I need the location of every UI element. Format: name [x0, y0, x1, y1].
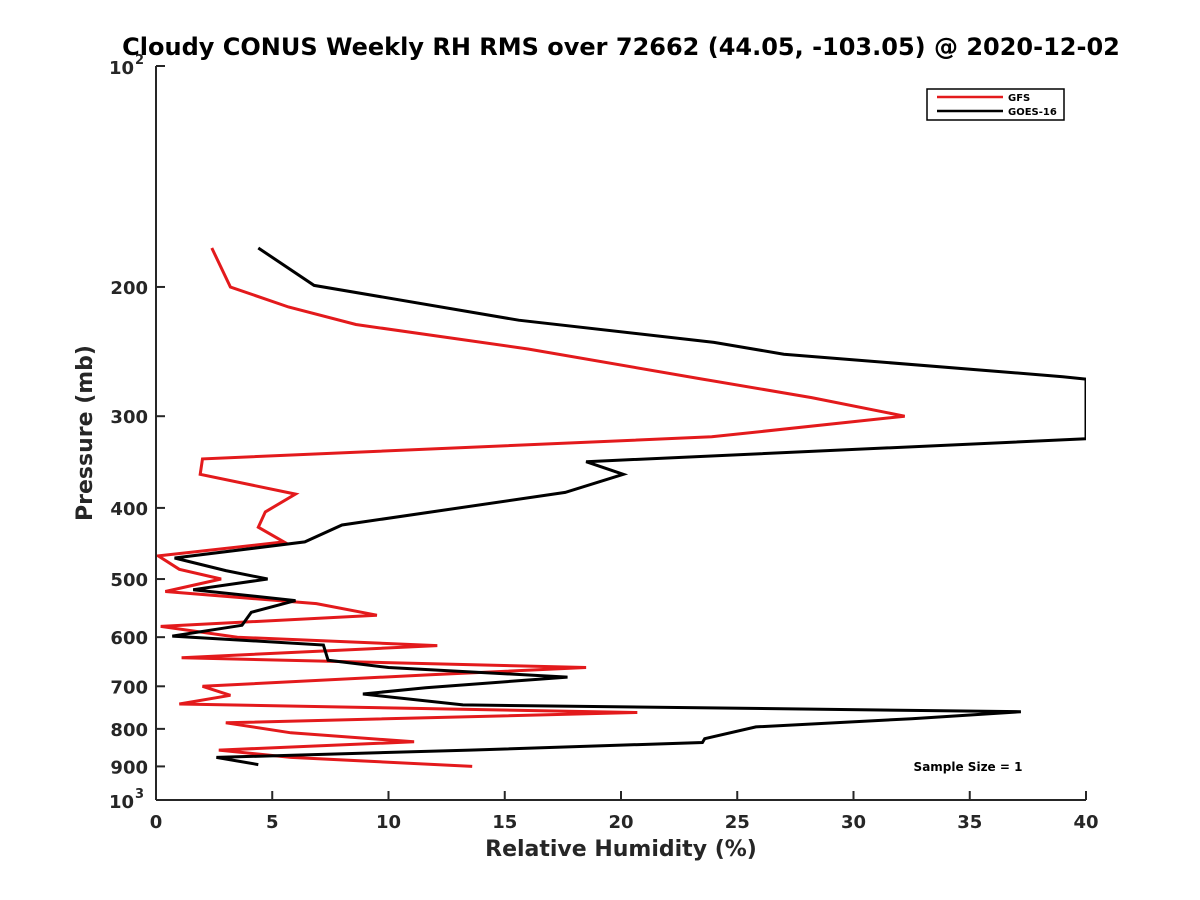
series-layer	[156, 246, 1086, 768]
x-tick-label: 0	[150, 812, 163, 833]
x-ticks: 0 5 10 15 20 25 30 35 40	[150, 791, 1099, 833]
y-tick-label: 800	[110, 720, 148, 741]
legend-label-goes16: GOES-16	[1008, 107, 1057, 118]
sample-size-annotation: Sample Size = 1	[914, 760, 1023, 774]
x-tick-label: 5	[266, 812, 279, 833]
y-axis-label: Pressure (mb)	[73, 345, 98, 521]
y-tick-label-base: 10	[109, 58, 134, 79]
legend-label-gfs: GFS	[1008, 93, 1030, 104]
x-tick-label: 40	[1073, 812, 1098, 833]
y-tick-label: 400	[110, 499, 148, 520]
y-tick-label: 700	[110, 677, 148, 698]
chart-title: Cloudy CONUS Weekly RH RMS over 72662 (4…	[122, 33, 1120, 61]
x-tick-label: 30	[841, 812, 866, 833]
axes-layer	[155, 66, 1086, 801]
y-tick-label: 900	[110, 757, 148, 778]
y-tick-label: 300	[110, 407, 148, 428]
y-tick-label: 500	[110, 570, 148, 591]
legend-box	[926, 88, 1065, 121]
x-tick-label: 10	[376, 812, 401, 833]
y-tick-label-power: 10 2	[109, 53, 144, 79]
x-tick-label: 35	[957, 812, 982, 833]
y-tick-label-exponent: 2	[135, 53, 144, 68]
legend: GFS GOES-16	[926, 88, 1065, 121]
y-tick-label-base: 10	[109, 792, 134, 813]
x-axis-label: Relative Humidity (%)	[485, 837, 757, 862]
x-tick-label: 20	[608, 812, 633, 833]
series-line-gfs	[156, 247, 905, 768]
y-tick-label: 200	[110, 278, 148, 299]
x-tick-label: 15	[492, 812, 517, 833]
series-line-goes16	[172, 246, 1086, 767]
y-tick-label: 600	[110, 628, 148, 649]
x-tick-label: 25	[725, 812, 750, 833]
y-tick-label-power: 10 3	[109, 787, 144, 813]
y-tick-label-exponent: 3	[135, 787, 144, 802]
